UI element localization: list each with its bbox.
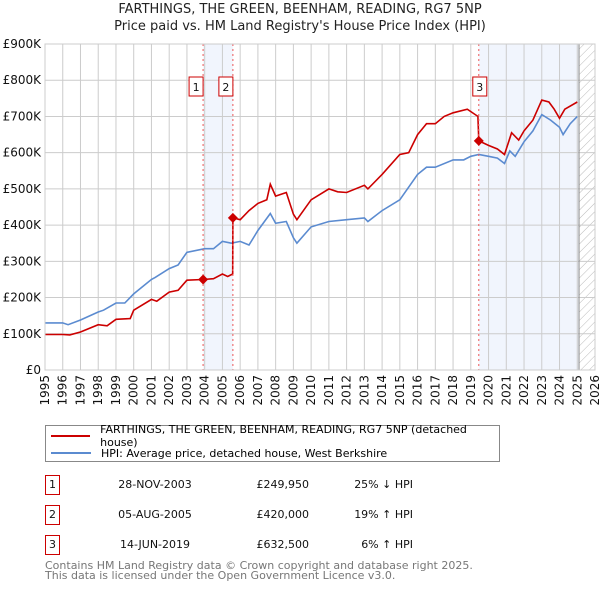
x-tick-label: 2019 (464, 375, 478, 406)
x-tick-label: 2016 (411, 375, 425, 406)
x-tick-label: 1996 (56, 375, 70, 406)
property-series-line (45, 99, 578, 336)
sale-label: 2 (222, 81, 229, 94)
sale-date: 14-JUN-2019 (119, 538, 191, 551)
x-tick-label: 2021 (499, 375, 513, 406)
sale-label: 3 (476, 81, 483, 94)
x-tick-label: 2026 (588, 375, 600, 406)
legend-label: HPI: Average price, detached house, West… (101, 446, 388, 460)
hpi-series-line (45, 113, 578, 326)
x-tick-label: 2006 (233, 375, 247, 406)
y-tick-label: £400K (3, 218, 43, 232)
footer-licence: This data is licensed under the Open Gov… (45, 569, 396, 582)
footer-copyright: Contains HM Land Registry data © Crown c… (45, 559, 473, 572)
x-tick-label: 2008 (269, 375, 283, 406)
sale-date: 05-AUG-2005 (118, 508, 192, 521)
y-tick-label: £100K (3, 327, 43, 341)
legend-item-property: FARTHINGS, THE GREEN, BEENHAM, READING, … (46, 423, 499, 449)
sale-number-badge: 2 (45, 505, 60, 525)
x-tick-label: 2005 (215, 375, 229, 406)
x-tick-label: 2011 (322, 375, 336, 406)
sale-label-box (188, 76, 204, 97)
x-tick-label: 2000 (127, 375, 141, 406)
x-tick-label: 2018 (446, 375, 460, 406)
sale-label-box (472, 76, 488, 97)
x-tick-label: 2023 (535, 375, 549, 406)
chart-legend: FARTHINGS, THE GREEN, BEENHAM, READING, … (45, 423, 500, 462)
sale-point (227, 212, 238, 223)
x-tick-label: 2022 (517, 375, 531, 406)
x-tick-label: 1999 (109, 375, 123, 406)
x-tick-label: 1998 (91, 375, 105, 406)
shaded-period (203, 44, 233, 370)
sale-hpi-diff: 19% ↑ HPI (354, 508, 413, 521)
sale-hpi-diff: 6% ↑ HPI (361, 538, 413, 551)
sale-label: 1 (193, 81, 200, 94)
sale-point (473, 135, 484, 146)
x-tick-label: 1995 (38, 375, 52, 406)
y-tick-label: £0 (26, 363, 41, 377)
x-tick-label: 2020 (482, 375, 496, 406)
sale-date: 28-NOV-2003 (118, 478, 192, 491)
plot-border (44, 43, 596, 371)
x-tick-label: 2017 (428, 375, 442, 406)
x-tick-label: 1997 (73, 375, 87, 406)
sale-number-badge: 1 (45, 475, 60, 495)
chart-title: FARTHINGS, THE GREEN, BEENHAM, READING, … (118, 2, 482, 17)
y-tick-label: £500K (3, 182, 43, 196)
x-tick-label: 2014 (375, 375, 389, 406)
x-tick-label: 2010 (304, 375, 318, 406)
x-tick-label: 2015 (393, 375, 407, 406)
sale-label-box (218, 76, 234, 97)
forecast-hatch (579, 44, 595, 370)
legend-label: FARTHINGS, THE GREEN, BEENHAM, READING, … (100, 423, 467, 449)
sale-hpi-diff: 25% ↓ HPI (354, 478, 413, 491)
blue-line-swatch (51, 452, 91, 454)
x-tick-label: 2013 (357, 375, 371, 406)
x-tick-label: 2002 (162, 375, 176, 406)
chart-subtitle: Price paid vs. HM Land Registry's House … (114, 19, 486, 34)
sale-point (198, 274, 209, 285)
x-tick-label: 2025 (570, 375, 584, 406)
x-tick-label: 2003 (180, 375, 194, 406)
y-tick-label: £900K (3, 37, 43, 51)
y-tick-label: £200K (3, 291, 43, 305)
x-tick-label: 2009 (286, 375, 300, 406)
x-tick-label: 2012 (340, 375, 354, 406)
shaded-period (478, 44, 580, 370)
y-tick-label: £600K (3, 146, 43, 160)
x-tick-label: 2001 (144, 375, 158, 406)
sale-price: £420,000 (256, 508, 310, 521)
y-tick-label: £700K (3, 109, 43, 123)
sale-price: £632,500 (256, 538, 310, 551)
line-chart: 1 2 3 £0 £100K £200K £300K £400K £500K £600K £700K… (3, 37, 600, 406)
x-tick-label: 2004 (198, 375, 212, 406)
x-tick-label: 2007 (251, 375, 265, 406)
legend-item-hpi: HPI: Average price, detached house, West… (46, 445, 387, 461)
x-tick-label: 2024 (553, 375, 567, 406)
y-tick-label: £300K (3, 254, 43, 268)
red-line-swatch (51, 435, 91, 437)
y-tick-label: £800K (3, 73, 43, 87)
sale-number-badge: 3 (45, 535, 60, 555)
sale-price: £249,950 (256, 478, 310, 491)
